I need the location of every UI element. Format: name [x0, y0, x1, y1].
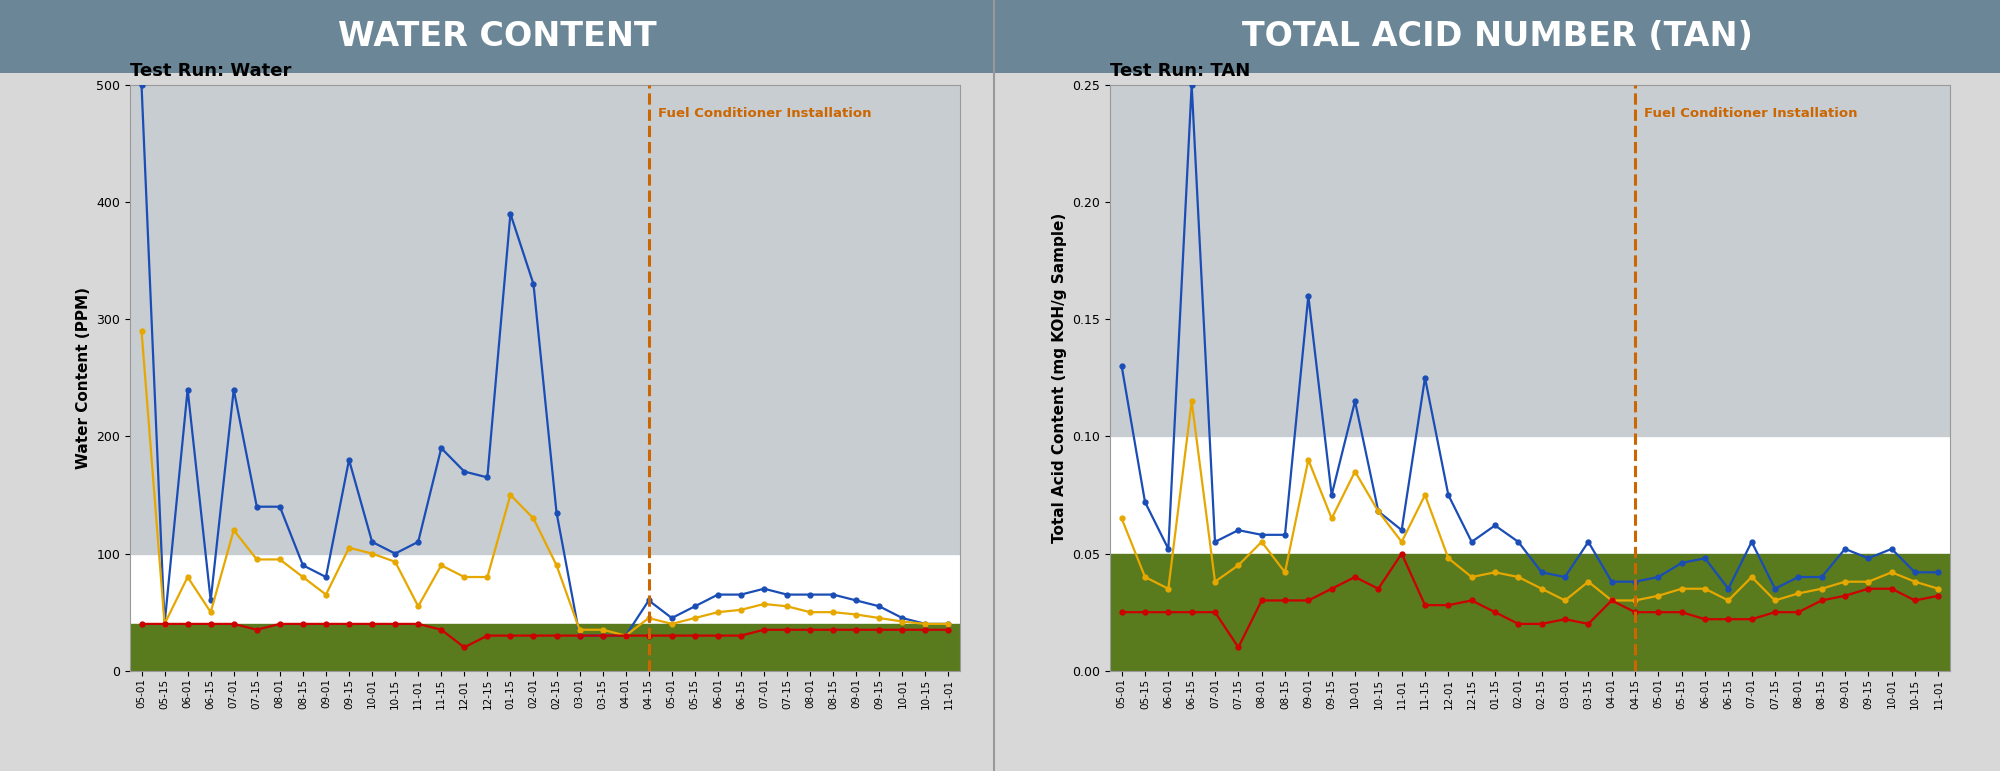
Text: TOTAL ACID NUMBER (TAN): TOTAL ACID NUMBER (TAN): [1242, 20, 1752, 53]
Text: Fuel Conditioner Installation: Fuel Conditioner Installation: [1644, 107, 1858, 120]
Text: Test Run: Water: Test Run: Water: [130, 62, 292, 80]
Bar: [1110, 85, 1950, 436]
Y-axis label: Water Content (PPM): Water Content (PPM): [76, 287, 90, 469]
Bar: [1110, 554, 1950, 671]
Text: Test Run: TAN: Test Run: TAN: [1110, 62, 1250, 80]
Text: WATER CONTENT: WATER CONTENT: [338, 20, 656, 53]
Bar: [130, 624, 960, 671]
Bar: [130, 85, 960, 554]
Text: Fuel Conditioner Installation: Fuel Conditioner Installation: [658, 107, 872, 120]
Y-axis label: Total Acid Content (mg KOH/g Sample): Total Acid Content (mg KOH/g Sample): [1052, 213, 1066, 543]
